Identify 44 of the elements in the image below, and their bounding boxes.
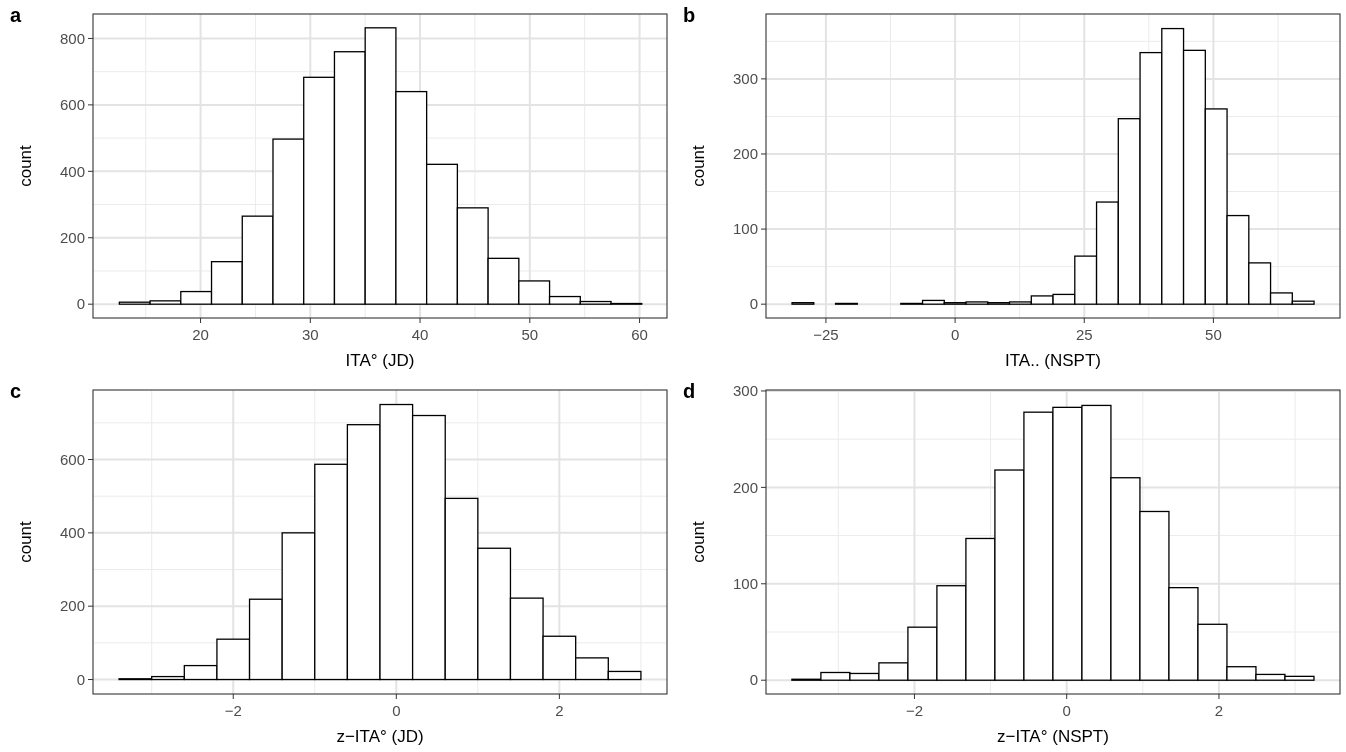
- x-tick-label: 30: [301, 326, 319, 343]
- x-tick-label: 25: [1075, 326, 1093, 343]
- x-tick-label: −25: [813, 326, 839, 343]
- x-tick-label: −2: [224, 702, 242, 719]
- y-tick-label: 200: [59, 229, 85, 246]
- chart-title: a: [10, 4, 22, 26]
- chart-title: b: [683, 4, 696, 26]
- chart-title: c: [10, 380, 22, 402]
- x-axis-title: z−ITA° (JD): [336, 727, 424, 746]
- y-tick-label: 200: [732, 478, 758, 496]
- y-tick-label: 100: [732, 220, 758, 238]
- x-tick-label: 2: [1214, 702, 1224, 719]
- y-axis-title: count: [689, 144, 708, 187]
- y-tick-label: 0: [76, 670, 85, 688]
- x-tick-label: 50: [521, 326, 539, 343]
- x-tick-label: 0: [1062, 702, 1071, 719]
- x-tick-label: 0: [950, 326, 960, 343]
- x-axis-title: z−ITA° (NSPT): [997, 727, 1109, 746]
- y-tick-label: 300: [732, 382, 758, 400]
- x-axis-title: ITA° (JD): [345, 351, 415, 370]
- x-tick-label: 50: [1205, 326, 1222, 343]
- x-axis-title: ITA.. (NSPT): [1004, 351, 1102, 370]
- y-tick-label: 400: [59, 162, 85, 180]
- y-tick-label: 0: [749, 295, 758, 313]
- x-tick-label: 40: [411, 326, 429, 343]
- x-tick-label: 60: [631, 326, 648, 343]
- chart-title: d: [683, 380, 696, 402]
- y-tick-label: 800: [59, 29, 85, 47]
- y-tick-label: 600: [59, 96, 85, 114]
- y-axis-title: count: [16, 520, 35, 563]
- y-tick-label: 300: [732, 70, 758, 88]
- y-tick-label: 200: [59, 597, 85, 615]
- x-tick-label: 2: [555, 702, 564, 719]
- y-tick-label: 400: [59, 524, 85, 542]
- x-tick-label: 20: [192, 326, 209, 343]
- y-axis-title: count: [16, 144, 35, 187]
- y-tick-label: 200: [732, 145, 758, 163]
- y-tick-label: 0: [749, 671, 758, 689]
- y-tick-label: 100: [732, 575, 758, 593]
- x-tick-label: −2: [905, 702, 923, 719]
- y-tick-label: 0: [76, 295, 85, 313]
- y-tick-label: 600: [59, 450, 85, 468]
- x-tick-label: 0: [392, 702, 401, 719]
- y-axis-title: count: [689, 520, 708, 563]
